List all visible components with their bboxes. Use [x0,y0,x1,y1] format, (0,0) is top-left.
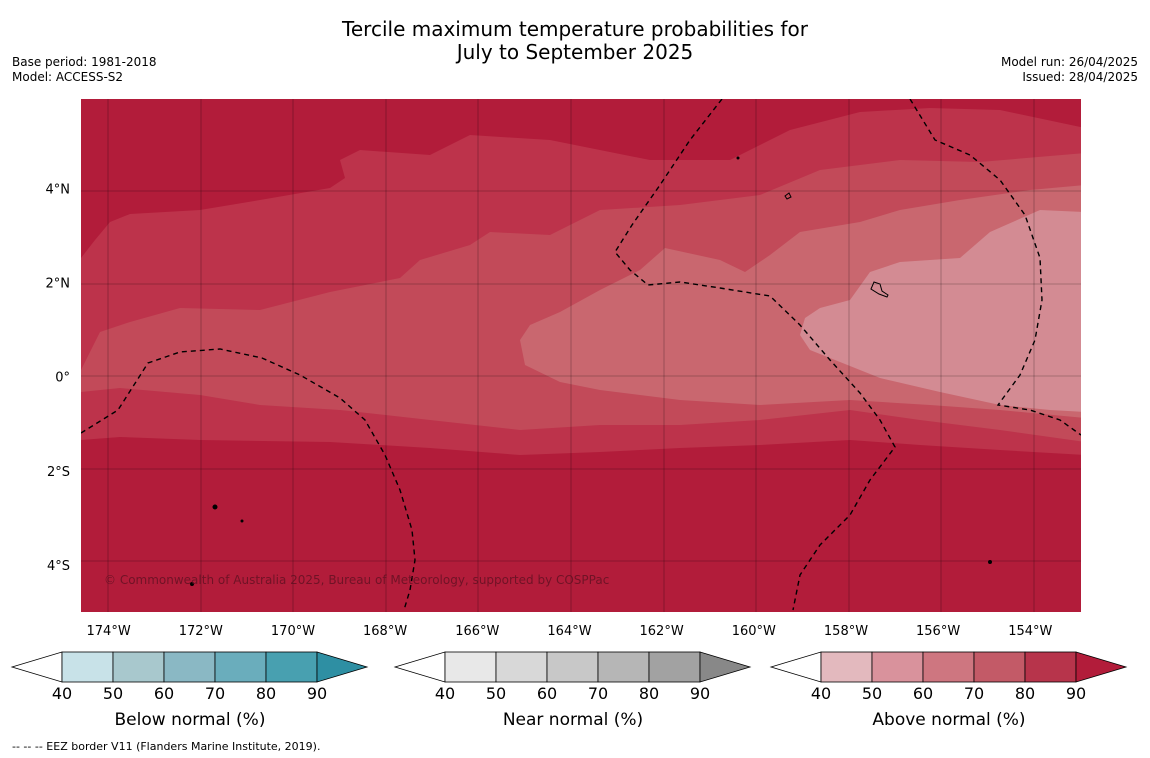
issued-date: Issued: 28/04/2025 [1022,70,1138,84]
meta-left: Base period: 1981-2018 Model: ACCESS-S2 [12,55,157,85]
island-small-1 [212,504,218,510]
lon-tick-label: 168°W [363,624,407,639]
colorbar-segment [922,651,975,683]
island-small-3 [988,560,992,564]
colorbar-tick-label: 50 [862,684,882,703]
lat-tick-labels: 4°N 2°N 0° 2°S 4°S [46,182,71,574]
colorbar-segment [214,651,267,683]
colorbar-near: 40 50 60 70 80 90 [393,651,752,703]
lon-tick-label: 156°W [916,624,960,639]
colorbar-segment [265,651,318,683]
colorbar-extend-right [699,651,752,683]
colorbar-extend-left [769,651,822,683]
probability-field [81,99,1081,612]
colorbar-extend-left [393,651,446,683]
islands [190,156,992,586]
colorbar-tick-label: 40 [52,684,72,703]
colorbar-tick-label: 70 [588,684,608,703]
colorbar-segment [495,651,548,683]
colorbar-segment [597,651,650,683]
eez-footnote: -- -- -- EEZ border V11 (Flanders Marine… [12,740,321,753]
band-50 [800,210,1081,412]
copyright-text: © Commonwealth of Australia 2025, Bureau… [104,573,609,587]
eez-border-east [909,99,1081,436]
colorbar-tick-label: 90 [690,684,710,703]
colorbar-label-above: Above normal (%) [872,710,1026,730]
lon-tick-label: 174°W [87,624,131,639]
lon-tick-label: 166°W [455,624,499,639]
lon-tick-labels: 174°W 172°W 170°W 168°W 166°W 164°W 162°W 160°W… [87,624,1053,639]
colorbar-below: 40 50 60 70 80 90 [10,651,369,703]
lon-tick-label: 164°W [547,624,591,639]
colorbar-tick-label: 50 [486,684,506,703]
colorbar-tick-label: 70 [205,684,225,703]
colorbar-tick-label: 80 [1015,684,1035,703]
lon-tick-label: 154°W [1008,624,1052,639]
island-small-5 [240,519,244,523]
lon-tick-label: 172°W [179,624,223,639]
colorbar-segment [444,651,497,683]
colorbar-tick-label: 90 [307,684,327,703]
colorbar-extend-left [10,651,63,683]
lon-tick-label: 158°W [824,624,868,639]
eez-border-west [81,348,416,611]
lat-tick-label: 4°S [47,559,70,574]
colorbar-tick-label: 60 [537,684,557,703]
lat-tick-label: 2°N [46,277,71,292]
colorbar-tick-label: 40 [435,684,455,703]
colorbar-segment [1024,651,1077,683]
colorbar-segment [820,651,873,683]
colorbar-label-near: Near normal (%) [502,710,644,730]
colorbar-segment [163,651,216,683]
colorbar-segment [546,651,599,683]
base-period: Base period: 1981-2018 [12,55,157,69]
colorbar-segment [871,651,924,683]
colorbar-segment [112,651,165,683]
colorbar-tick-label: 80 [639,684,659,703]
colorbar-label-below: Below normal (%) [114,710,266,730]
colorbar-segment [973,651,1026,683]
colorbar-tick-label: 80 [256,684,276,703]
graticule [81,99,1081,612]
colorbar-tick-label: 50 [103,684,123,703]
lon-tick-label: 162°W [640,624,684,639]
map-title-line2: July to September 2025 [456,40,694,64]
colorbars: 40 50 60 70 80 90 40 50 60 70 80 90 40 50 60 70 80 90 [10,651,1128,703]
island-north [784,192,792,200]
lon-tick-label: 160°W [732,624,776,639]
colorbar-extend-right [316,651,369,683]
map-title: Tercile maximum temperature probabilitie… [0,18,1150,64]
model-run: Model run: 26/04/2025 [1000,55,1138,69]
colorbar-extend-right [1075,651,1128,683]
colorbar-tick-label: 90 [1066,684,1086,703]
island-kiritimati [870,281,889,298]
lat-tick-label: 2°S [47,465,70,480]
colorbar-tick-label: 60 [154,684,174,703]
map-title-line1: Tercile maximum temperature probabilitie… [342,17,808,41]
model-name: Model: ACCESS-S2 [12,70,124,84]
lat-tick-label: 4°N [46,182,71,197]
colorbar-segment [648,651,701,683]
lon-tick-label: 170°W [271,624,315,639]
lat-tick-label: 0° [55,371,70,386]
colorbar-segment [61,651,114,683]
colorbar-tick-label: 60 [913,684,933,703]
meta-right: Model run: 26/04/2025 Issued: 28/04/2025 [1001,55,1138,85]
island-small-4 [736,156,740,160]
colorbar-tick-label: 40 [811,684,831,703]
colorbar-tick-label: 70 [964,684,984,703]
colorbar-above: 40 50 60 70 80 90 [769,651,1128,703]
island-small-2 [190,582,194,586]
eez-borders [81,99,1081,611]
